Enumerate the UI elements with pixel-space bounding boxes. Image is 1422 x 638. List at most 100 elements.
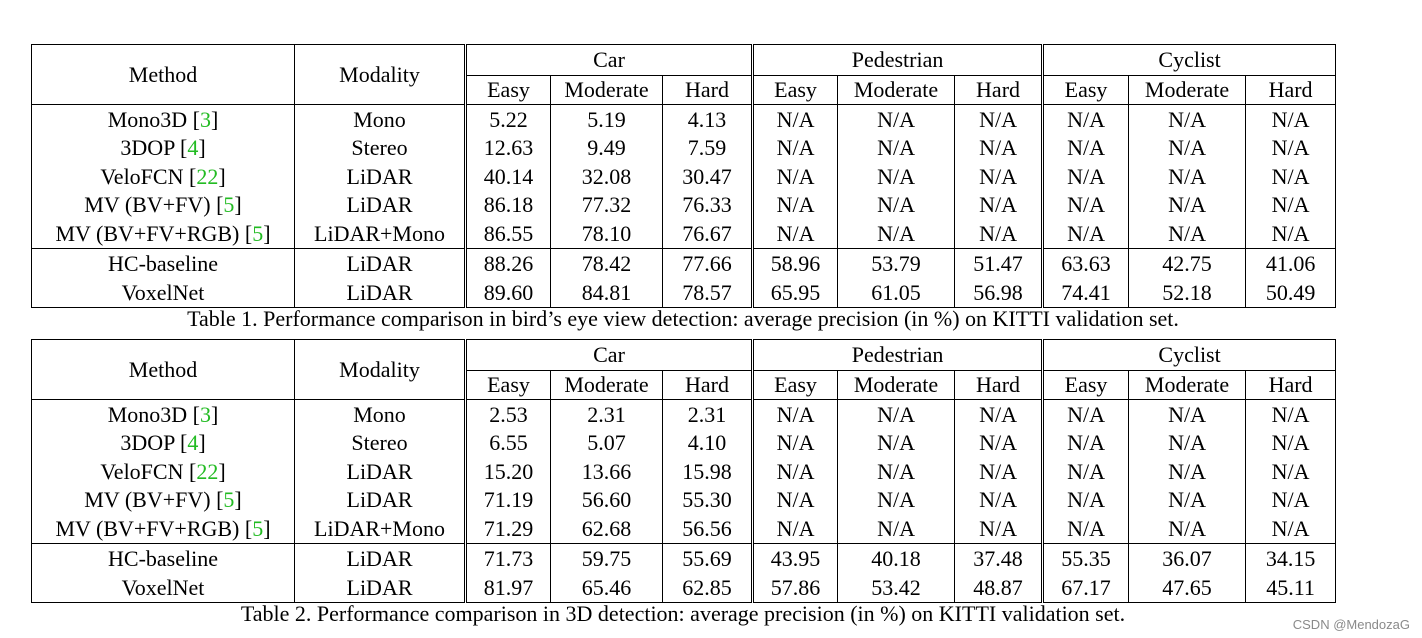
table-row: MV (BV+FV) [5] LiDAR 71.19 56.60 55.30 N… [31, 486, 1337, 515]
value-cell: 6.55 [464, 429, 551, 458]
value-cell: 81.97 [464, 573, 551, 604]
value-cell: N/A [954, 162, 1044, 192]
method-cell: 3DOP [4] [31, 134, 295, 163]
citation-link[interactable]: 3 [199, 401, 211, 427]
value-cell: 63.63 [1041, 248, 1130, 279]
modality-cell: Mono [294, 399, 466, 429]
value-cell: N/A [954, 514, 1044, 544]
modality-cell: Mono [294, 104, 466, 134]
value-cell: N/A [751, 486, 839, 515]
modality-cell: LiDAR [294, 457, 466, 487]
table-1-caption: Table 1. Performance comparison in bird’… [187, 306, 1179, 331]
value-cell: 40.14 [464, 162, 551, 192]
citation-link[interactable]: 22 [196, 163, 219, 189]
modality-header: Modality [294, 44, 466, 105]
value-cell: 88.26 [464, 248, 551, 279]
citation-link[interactable]: 5 [252, 516, 264, 542]
value-cell: 5.22 [464, 104, 551, 134]
value-cell: N/A [751, 162, 839, 192]
sub-header: Easy [464, 370, 551, 400]
table-row: Mono3D [3] Mono 5.22 5.19 4.13 N/A N/A N… [31, 104, 1337, 134]
modality-cell: LiDAR [294, 248, 466, 279]
modality-cell: LiDAR+Mono [294, 514, 466, 544]
group-header-cyclist: Cyclist [1041, 339, 1337, 371]
method-cell: HC-baseline [31, 248, 295, 279]
value-cell: 67.17 [1041, 573, 1130, 604]
table-row: HC-baseline LiDAR 71.73 59.75 55.69 43.9… [31, 543, 1337, 574]
value-cell: N/A [837, 104, 956, 134]
value-cell: 78.42 [550, 248, 663, 279]
citation-link[interactable]: 22 [196, 458, 219, 484]
value-cell: 41.06 [1245, 248, 1337, 279]
value-cell: 77.66 [662, 248, 754, 279]
citation-link[interactable]: 5 [223, 192, 235, 218]
value-cell: N/A [837, 457, 956, 487]
method-cell: MV (BV+FV+RGB) [5] [31, 219, 295, 249]
value-cell: N/A [837, 134, 956, 163]
group-header-car: Car [463, 339, 754, 371]
modality-cell: LiDAR [294, 573, 466, 604]
value-cell: 55.35 [1041, 543, 1130, 574]
value-cell: 62.68 [550, 514, 663, 544]
value-cell: N/A [751, 191, 839, 220]
value-cell: N/A [1245, 134, 1337, 163]
citation-link[interactable]: 4 [187, 430, 199, 456]
method-header: Method [31, 44, 295, 105]
value-cell: 5.07 [550, 429, 663, 458]
value-cell: N/A [1245, 191, 1337, 220]
value-cell: 61.05 [837, 278, 956, 309]
method-cell: Mono3D [3] [31, 399, 295, 429]
value-cell: N/A [1245, 162, 1337, 192]
value-cell: N/A [1128, 134, 1247, 163]
modality-cell: Stereo [294, 429, 466, 458]
value-cell: N/A [1128, 486, 1247, 515]
value-cell: N/A [1041, 514, 1130, 544]
value-cell: N/A [837, 429, 956, 458]
method-cell: VoxelNet [31, 573, 295, 604]
value-cell: N/A [1128, 104, 1247, 134]
citation-link[interactable]: 5 [223, 487, 235, 513]
method-cell: MV (BV+FV) [5] [31, 486, 295, 515]
modality-cell: LiDAR [294, 486, 466, 515]
value-cell: 2.31 [662, 399, 754, 429]
value-cell: 45.11 [1245, 573, 1337, 604]
value-cell: 2.31 [550, 399, 663, 429]
table-1: Method Modality Car Pedestrian Cyclist E… [31, 44, 1337, 309]
value-cell: 48.87 [954, 573, 1044, 604]
table-row: 3DOP [4] Stereo 6.55 5.07 4.10 N/A N/A N… [31, 429, 1337, 458]
modality-cell: LiDAR [294, 278, 466, 309]
sub-header: Easy [464, 75, 551, 105]
citation-link[interactable]: 5 [252, 221, 264, 247]
value-cell: N/A [1128, 399, 1247, 429]
value-cell: 51.47 [954, 248, 1044, 279]
sub-header: Moderate [550, 75, 663, 105]
value-cell: N/A [837, 162, 956, 192]
value-cell: 13.66 [550, 457, 663, 487]
value-cell: 34.15 [1245, 543, 1337, 574]
table-row: Mono3D [3] Mono 2.53 2.31 2.31 N/A N/A N… [31, 399, 1337, 429]
value-cell: 37.48 [954, 543, 1044, 574]
value-cell: 7.59 [662, 134, 754, 163]
citation-link[interactable]: 4 [187, 135, 199, 161]
value-cell: N/A [751, 429, 839, 458]
value-cell: 86.18 [464, 191, 551, 220]
value-cell: N/A [1245, 399, 1337, 429]
value-cell: N/A [1245, 486, 1337, 515]
method-cell: 3DOP [4] [31, 429, 295, 458]
sub-header: Easy [751, 370, 839, 400]
value-cell: 42.75 [1128, 248, 1247, 279]
value-cell: N/A [1128, 191, 1247, 220]
value-cell: N/A [1041, 399, 1130, 429]
group-header-pedestrian: Pedestrian [751, 339, 1044, 371]
value-cell: N/A [751, 457, 839, 487]
value-cell: N/A [1245, 457, 1337, 487]
method-cell: HC-baseline [31, 543, 295, 574]
value-cell: N/A [1128, 219, 1247, 249]
sub-header: Easy [751, 75, 839, 105]
table-2: Method Modality Car Pedestrian Cyclist E… [31, 339, 1337, 604]
modality-cell: Stereo [294, 134, 466, 163]
value-cell: 32.08 [550, 162, 663, 192]
citation-link[interactable]: 3 [199, 106, 211, 132]
sub-header: Hard [662, 370, 754, 400]
value-cell: N/A [1041, 486, 1130, 515]
